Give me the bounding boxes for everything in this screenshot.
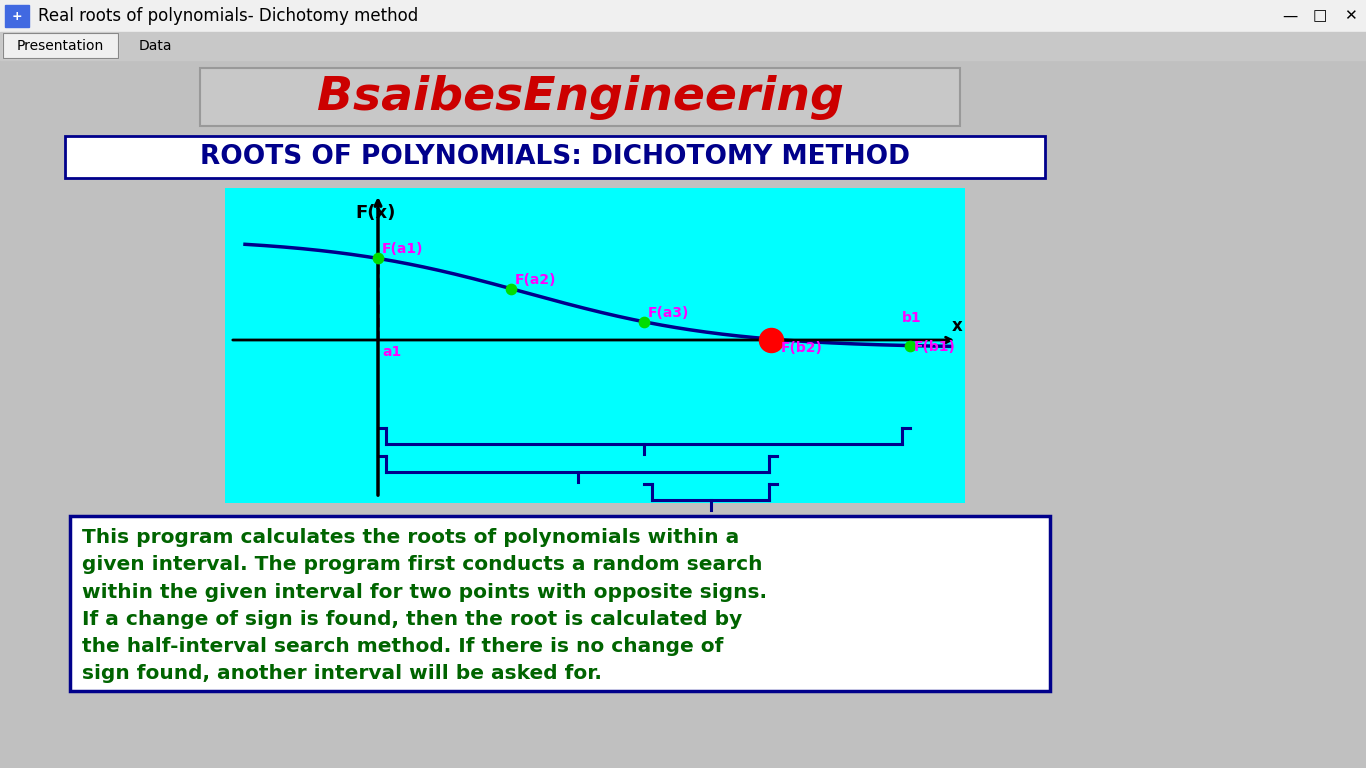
Bar <box>199 68 960 126</box>
Bar <box>225 188 964 503</box>
Text: a1: a1 <box>382 345 402 359</box>
Bar <box>3 33 117 58</box>
Text: □: □ <box>1313 8 1328 24</box>
Text: F(a2): F(a2) <box>515 273 556 286</box>
Bar <box>3 33 117 58</box>
Text: F(b2): F(b2) <box>781 340 822 355</box>
Text: F(x): F(x) <box>355 204 396 222</box>
Text: +: + <box>12 9 22 22</box>
Point <box>759 334 781 346</box>
Text: Real roots of polynomials- Dichotomy method: Real roots of polynomials- Dichotomy met… <box>38 7 418 25</box>
Bar <box>70 516 1050 691</box>
Text: BsaibesEngineering: BsaibesEngineering <box>317 74 843 120</box>
Text: F(b1): F(b1) <box>914 339 956 353</box>
Text: Data: Data <box>138 39 172 53</box>
Bar <box>0 0 1366 32</box>
Point <box>367 252 389 264</box>
Text: This program calculates the roots of polynomials within a
given interval. The pr: This program calculates the roots of pol… <box>82 528 766 684</box>
Text: F(a1): F(a1) <box>382 243 423 257</box>
Point <box>632 316 654 328</box>
Text: ✕: ✕ <box>1344 8 1356 24</box>
Text: ROOTS OF POLYNOMIALS: DICHOTOMY METHOD: ROOTS OF POLYNOMIALS: DICHOTOMY METHOD <box>199 144 910 170</box>
Point <box>899 339 921 352</box>
Text: —: — <box>1283 8 1298 24</box>
Text: x: x <box>951 317 962 335</box>
Bar <box>5 5 29 27</box>
Point <box>500 283 522 295</box>
Bar <box>0 32 1366 60</box>
Point <box>766 333 788 346</box>
Text: F(a3): F(a3) <box>647 306 690 319</box>
Text: b1: b1 <box>902 311 922 325</box>
Bar <box>66 136 1045 178</box>
Text: Presentation: Presentation <box>16 39 104 53</box>
